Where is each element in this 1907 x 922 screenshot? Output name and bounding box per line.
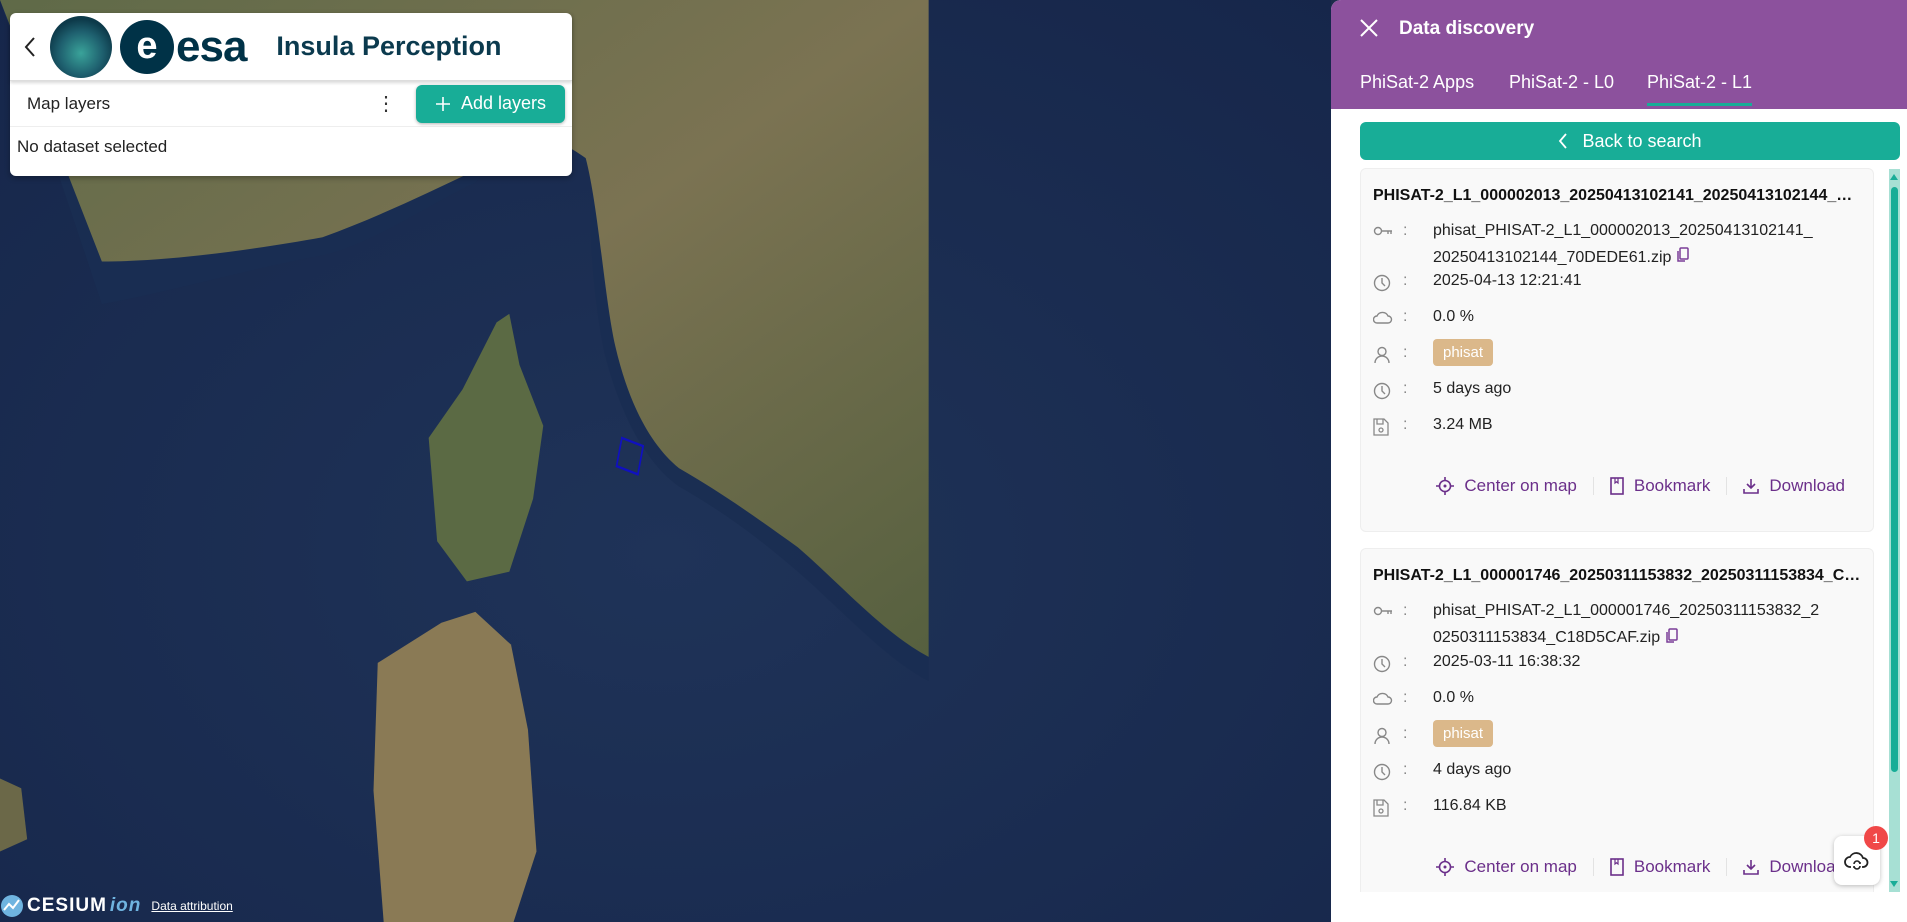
- layers-card: e esa Insula Perception Map layers ⋮ Add …: [10, 13, 572, 176]
- panel-title: Data discovery: [1399, 18, 1535, 39]
- result-title[interactable]: PHISAT-2_L1_000002013_20250413102141_202…: [1373, 187, 1861, 204]
- acquisition-datetime: 2025-04-13 12:21:41: [1433, 272, 1582, 290]
- cloud-icon: [1372, 307, 1403, 329]
- bookmark-label: Bookmark: [1633, 856, 1711, 876]
- cloud-cover: 0.0 %: [1433, 308, 1474, 326]
- file-id: phisat_PHISAT-2_L1_000001746_20250311153…: [1433, 602, 1820, 647]
- bookmark-label: Bookmark: [1633, 476, 1711, 496]
- data-discovery-panel: Data discovery PhiSat-2 Apps PhiSat-2 - …: [1331, 0, 1907, 922]
- bookmark-button[interactable]: Bookmark: [1594, 857, 1727, 877]
- land-sardinia: [373, 611, 537, 922]
- file-size: 116.84 KB: [1433, 796, 1507, 814]
- clock-icon: [1373, 271, 1403, 297]
- notification-badge: 1: [1864, 826, 1888, 850]
- file-id: phisat_PHISAT-2_L1_000002013_20250413102…: [1433, 222, 1813, 266]
- separator-colon: :: [1403, 380, 1408, 398]
- cesium-attribution: CESIUM ion Data attribution: [0, 894, 233, 918]
- map-layers-label: Map layers: [27, 93, 111, 113]
- separator-colon: :: [1403, 344, 1408, 362]
- app-title: Insula Perception: [276, 31, 502, 61]
- tab-phisat-2-l0[interactable]: PhiSat-2 - L0: [1509, 72, 1615, 92]
- separator-colon: :: [1403, 602, 1408, 620]
- download-icon: [1743, 859, 1760, 875]
- download-button[interactable]: Download: [1727, 857, 1861, 877]
- tab-phisat-2-l1[interactable]: PhiSat-2 - L1: [1647, 72, 1753, 106]
- esa-logo: e esa: [120, 19, 247, 74]
- crosshair-icon: [1436, 477, 1455, 496]
- cloud-sync-icon: [1844, 851, 1869, 870]
- scrollbar[interactable]: [1889, 169, 1900, 892]
- download-icon: [1743, 479, 1760, 495]
- user-icon: [1373, 724, 1403, 750]
- center-label: Center on map: [1464, 476, 1577, 496]
- results-list[interactable]: PHISAT-2_L1_000002013_20250413102141_202…: [1360, 168, 1874, 892]
- app-header: e esa Insula Perception: [10, 13, 572, 81]
- clock-icon: [1373, 760, 1403, 786]
- add-layers-label: Add layers: [460, 93, 547, 113]
- download-button[interactable]: Download: [1727, 476, 1861, 496]
- separator-colon: :: [1403, 222, 1408, 239]
- back-chevron-icon[interactable]: [10, 36, 50, 58]
- separator-colon: :: [1403, 796, 1408, 814]
- bookmark-icon: [1610, 477, 1624, 496]
- footprint-outline[interactable]: [615, 436, 645, 476]
- separator-colon: :: [1403, 308, 1408, 326]
- acquisition-datetime: 2025-03-11 16:38:32: [1433, 652, 1581, 670]
- separator-colon: :: [1403, 760, 1408, 778]
- separator-colon: :: [1403, 688, 1408, 706]
- data-attribution-link[interactable]: Data attribution: [151, 899, 233, 913]
- center-on-map-button[interactable]: Center on map: [1420, 857, 1592, 877]
- published-age: 5 days ago: [1433, 380, 1512, 398]
- save-icon: [1373, 415, 1403, 441]
- crosshair-icon: [1436, 857, 1455, 876]
- file-size: 3.24 MB: [1433, 416, 1493, 434]
- chevron-left-icon: [1559, 133, 1568, 149]
- close-icon[interactable]: [1359, 18, 1379, 43]
- add-layers-button[interactable]: Add layers: [416, 84, 565, 123]
- bookmark-icon: [1610, 857, 1624, 876]
- result-title[interactable]: PHISAT-2_L1_000001746_20250311153832_202…: [1373, 567, 1861, 585]
- result-card: PHISAT-2_L1_000002013_20250413102141_202…: [1360, 168, 1874, 533]
- bookmark-button[interactable]: Bookmark: [1594, 476, 1727, 496]
- tab-phisat-2-apps[interactable]: PhiSat-2 Apps: [1360, 72, 1475, 92]
- back-label: Back to search: [1582, 130, 1702, 151]
- separator-colon: :: [1403, 272, 1408, 290]
- more-options-icon[interactable]: ⋮: [376, 93, 396, 115]
- no-dataset-text: No dataset selected: [17, 137, 168, 156]
- owner-tag: phisat: [1433, 339, 1494, 367]
- back-to-search-button[interactable]: Back to search: [1360, 122, 1900, 160]
- separator-colon: :: [1403, 416, 1408, 434]
- owner-tag: phisat: [1433, 719, 1494, 747]
- copy-icon[interactable]: [1677, 244, 1690, 271]
- user-icon: [1373, 343, 1403, 369]
- separator-colon: :: [1403, 652, 1408, 670]
- key-icon: [1373, 221, 1403, 242]
- cloud-cover: 0.0 %: [1433, 688, 1474, 706]
- download-label: Download: [1769, 476, 1845, 496]
- phisat-2-logo: [50, 15, 112, 78]
- key-icon: [1373, 601, 1403, 622]
- separator-colon: :: [1403, 724, 1408, 742]
- cloud-icon: [1372, 688, 1403, 710]
- land-corsica: [428, 313, 544, 582]
- cesium-ion-logo: CESIUM ion: [0, 894, 141, 918]
- result-card: PHISAT-2_L1_000001746_20250311153832_202…: [1360, 548, 1874, 892]
- plus-icon: [435, 96, 450, 111]
- center-on-map-button[interactable]: Center on map: [1420, 476, 1592, 496]
- clock-icon: [1373, 652, 1403, 678]
- clock-icon: [1373, 379, 1403, 405]
- copy-icon[interactable]: [1666, 625, 1678, 652]
- published-age: 4 days ago: [1433, 760, 1512, 778]
- download-label: Download: [1769, 856, 1845, 876]
- center-label: Center on map: [1464, 856, 1577, 876]
- save-icon: [1373, 796, 1403, 822]
